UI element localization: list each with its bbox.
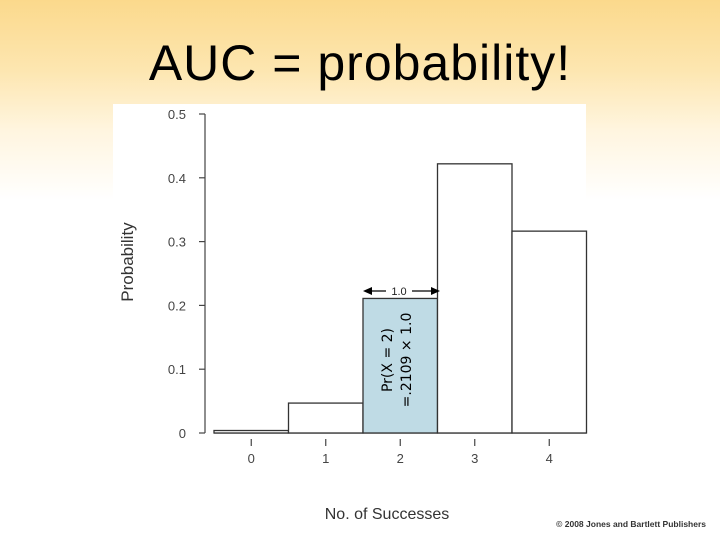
y-axis: 0 0.1 0.2 0.3 0.4 0.5	[168, 107, 206, 441]
bar-4	[511, 230, 588, 434]
y-tick-label: 0.1	[168, 362, 186, 377]
bar-0	[213, 429, 290, 434]
x-axis-label: No. of Successes	[325, 506, 450, 523]
x-tick-label: 2	[397, 451, 404, 466]
width-arrow: 1.0	[363, 283, 440, 298]
bar-3	[436, 163, 513, 434]
y-tick-label: 0.2	[168, 298, 186, 313]
y-axis-label: Probability	[118, 222, 137, 302]
x-tick-label: 3	[471, 451, 478, 466]
arrow-left-icon	[363, 287, 372, 295]
slide-title: AUC = probability!	[148, 35, 572, 91]
y-tick-label: 0.3	[168, 235, 186, 250]
bar-1	[287, 402, 364, 434]
bar-2	[362, 297, 439, 434]
x-tick-label: 4	[546, 451, 553, 466]
x-axis: 0 1 2 3 4	[214, 432, 587, 466]
y-tick-label: 0.5	[168, 107, 186, 122]
copyright-notice: © 2008 Jones and Bartlett Publishers	[556, 519, 706, 529]
width-label: 1.0	[391, 286, 406, 298]
arrow-right-icon	[431, 287, 440, 295]
bars	[213, 163, 588, 434]
y-tick-label: 0.4	[168, 171, 186, 186]
x-tick-label: 1	[322, 451, 329, 466]
area-label-line2: =.2109 × 1.0	[399, 313, 415, 408]
x-tick-label: 0	[248, 451, 255, 466]
y-tick-label: 0	[179, 426, 186, 441]
area-label-line1: Pr(X = 2)	[380, 328, 396, 392]
